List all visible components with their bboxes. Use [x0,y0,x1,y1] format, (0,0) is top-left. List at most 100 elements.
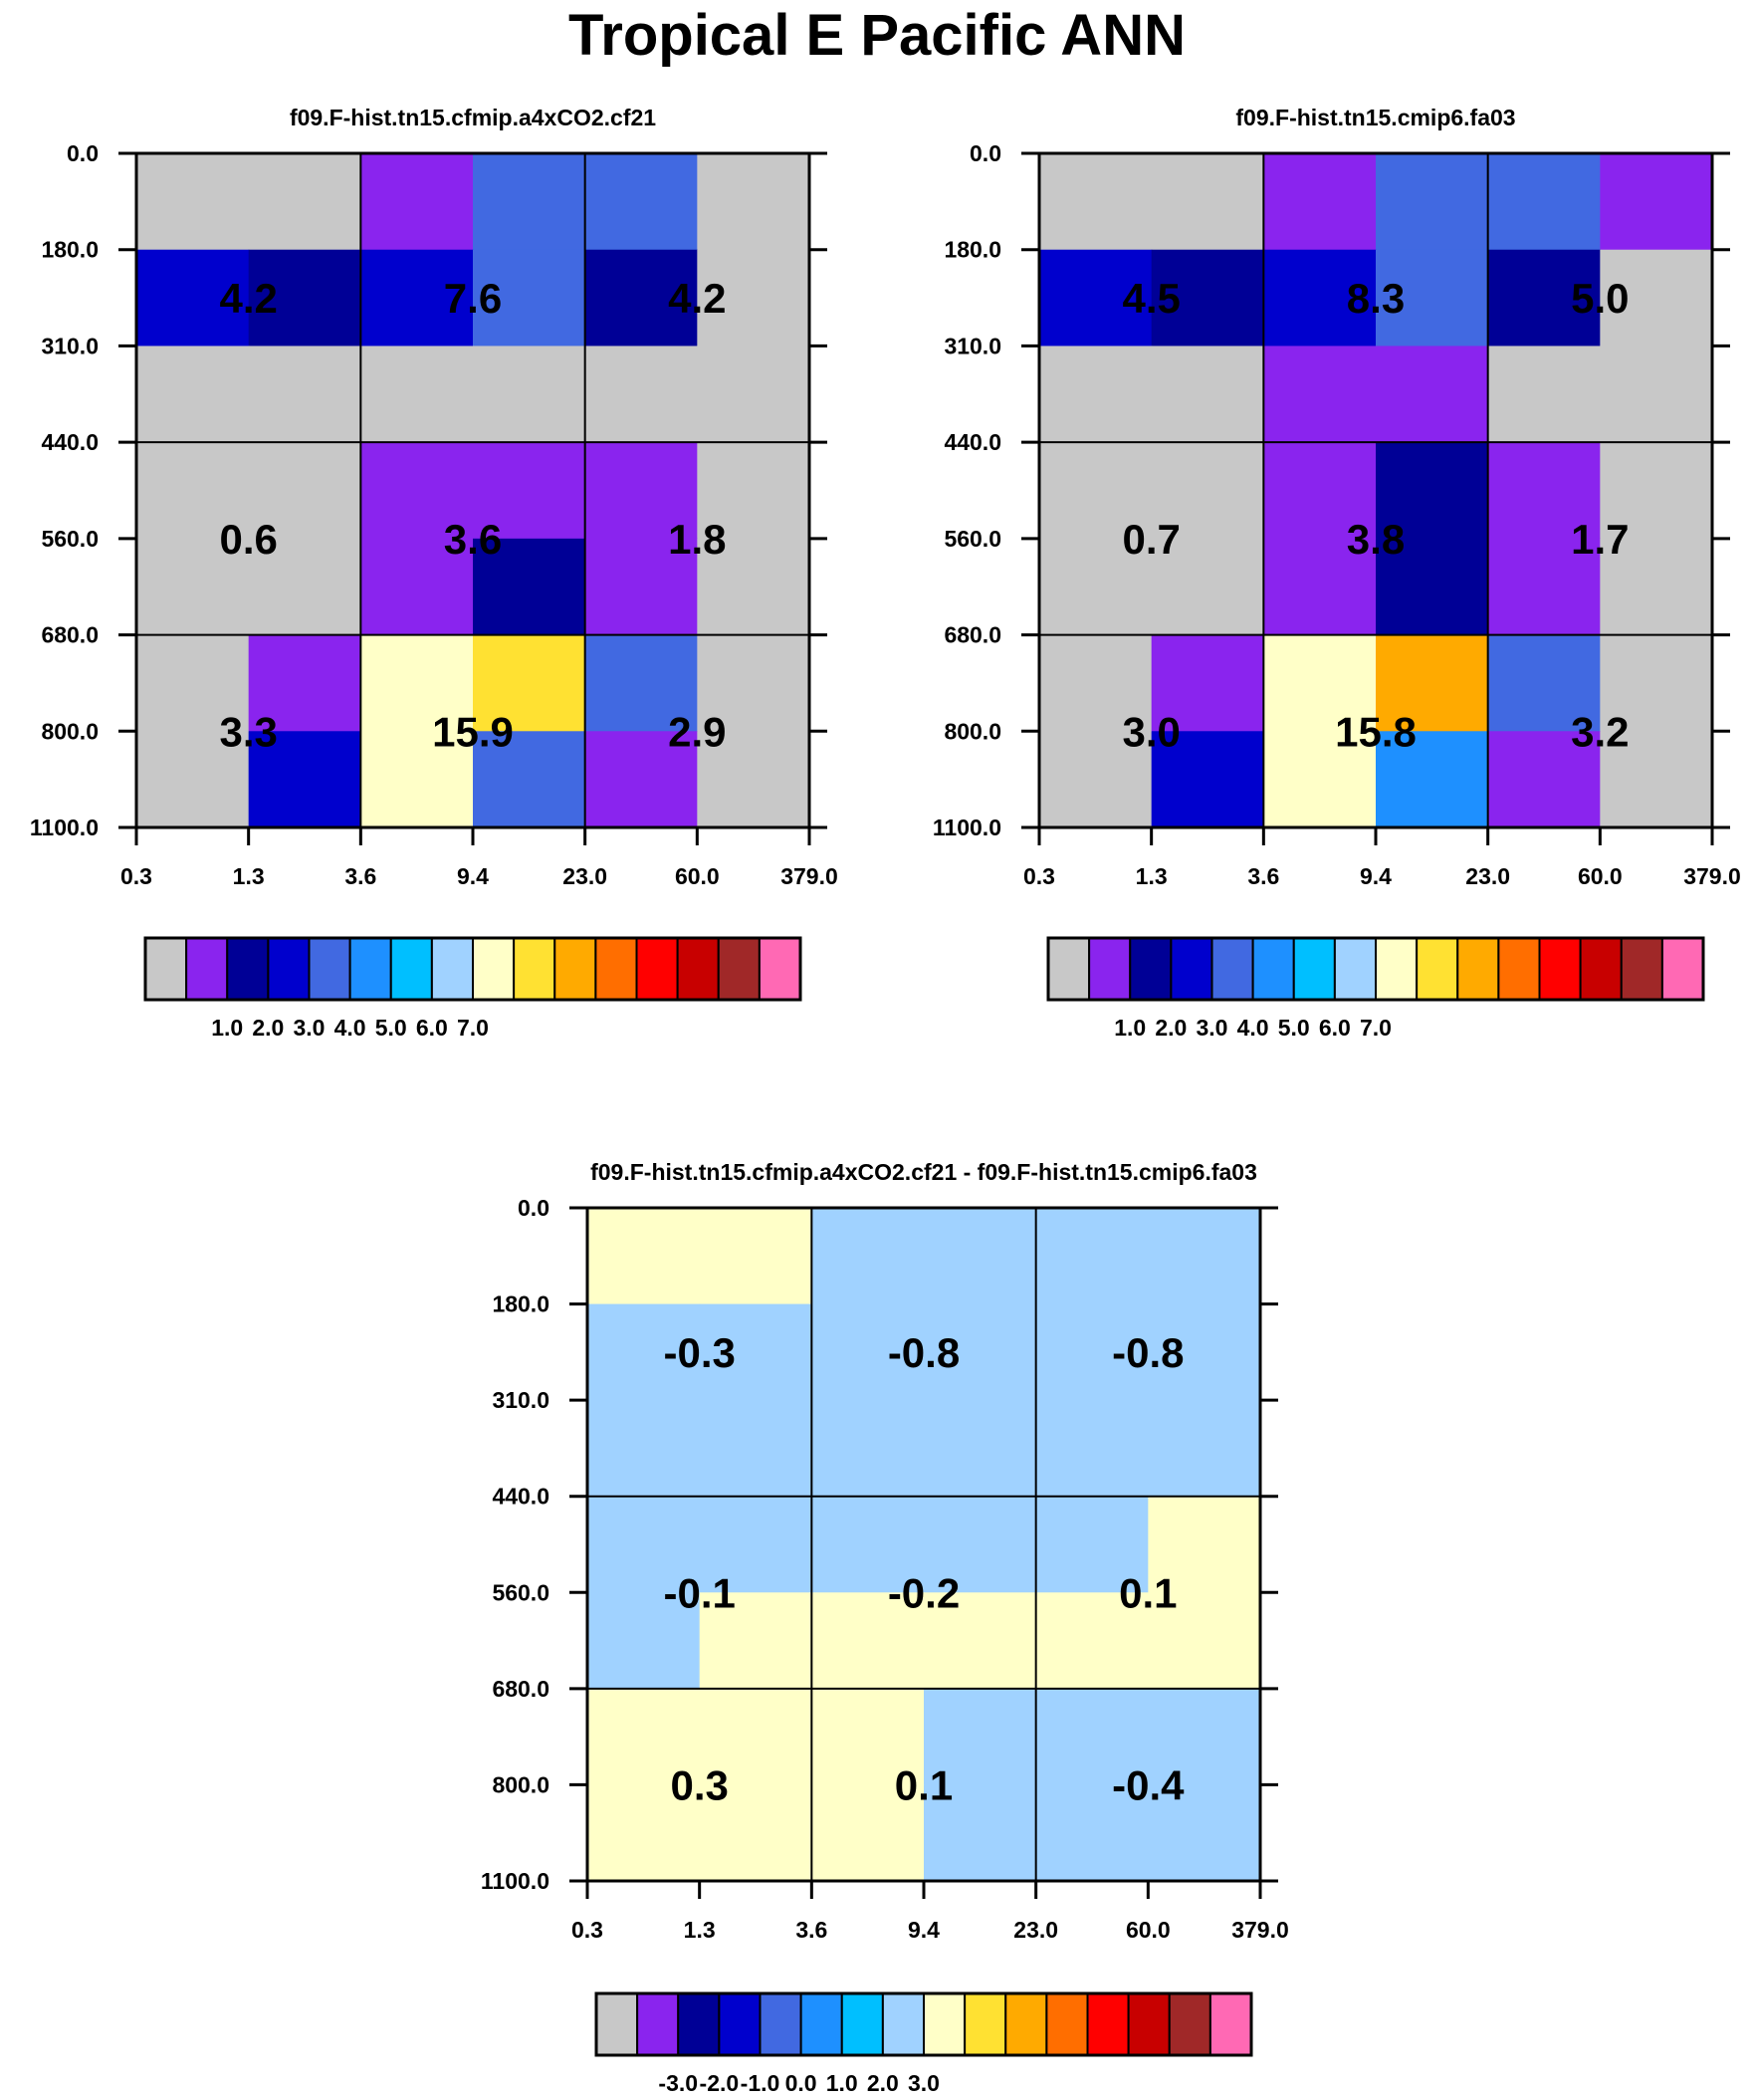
colorbar-box [472,937,516,1001]
colorbar-label: 1.0 [826,2070,858,2096]
colorbar-box [1538,937,1582,1001]
x-tick-label: 3.6 [795,1917,827,1943]
heatmap-cell [1487,153,1601,251]
colorbar-label: 1.0 [1114,1015,1146,1041]
heatmap-cell [584,153,698,251]
colorbar-box [1292,937,1336,1001]
colorbar-label: 1.0 [211,1015,243,1041]
colorbar-box [1047,937,1091,1001]
x-tick-label: 60.0 [1126,1917,1171,1943]
cell-value-label: 4.2 [219,275,277,322]
heatmap-cell [1263,153,1377,251]
colorbar-box [1088,937,1132,1001]
heatmap-cell [1376,538,1489,636]
colorbar-box [1375,937,1419,1001]
heatmap-cell [811,1400,925,1498]
cell-value-label: 3.8 [1347,516,1405,563]
heatmap-cell [1039,634,1153,732]
colorbar-label: 2.0 [867,2070,899,2096]
colorbar-box [1170,937,1213,1001]
colorbar-label: 6.0 [1319,1015,1351,1041]
heatmap-cell [1148,1496,1261,1593]
heatmap-cell [1035,1303,1149,1401]
cell-value-label: 0.6 [219,516,277,563]
heatmap-cell [1151,442,1264,540]
heatmap-cell [1376,731,1489,828]
x-tick-label: 23.0 [562,863,607,889]
heatmap-cell [473,538,586,636]
colorbar-box [840,1992,884,2056]
heatmap-cell [1263,634,1377,732]
colorbar-box [553,937,597,1001]
y-tick-label: 560.0 [492,1579,549,1605]
heatmap-cell [1376,249,1489,348]
colorbar-box [1416,937,1459,1001]
cell-value-label: 15.8 [1335,708,1417,755]
y-tick-label: 560.0 [944,526,1001,552]
y-tick-label: 180.0 [944,237,1001,263]
heatmap-cell [1035,1592,1149,1690]
colorbar-box [1579,937,1623,1001]
y-tick-label: 800.0 [41,718,99,744]
cell-value-label: 5.0 [1571,275,1629,322]
heatmap-cell [699,1592,812,1690]
heatmap-cell [473,153,586,251]
heatmap-cell [1600,153,1713,251]
y-tick-label: 310.0 [41,333,99,358]
colorbar-box [430,937,474,1001]
heatmap-cell [924,1303,1037,1401]
cell-value-label: -0.3 [663,1329,735,1376]
colorbar-box [1497,937,1541,1001]
heatmap-cell [1487,346,1601,443]
colorbar-box [676,937,720,1001]
heatmap-cell [1263,731,1377,828]
heatmap-cell [587,1592,701,1690]
colorbar-box [1127,1992,1171,2056]
colorbar-label: -3.0 [658,2070,698,2096]
heatmap-cell [924,1784,1037,1882]
colorbar-box [144,937,188,1001]
heatmap-cell [584,731,698,828]
heatmap-cell [248,538,361,636]
heatmap-cell [1263,346,1377,443]
heatmap-cell [136,634,250,732]
colorbar-box [1251,937,1295,1001]
heatmap-cell [699,1303,812,1401]
colorbar-box [513,937,556,1001]
chart-panel-3: f09.F-hist.tn15.cfmip.a4xCO2.cf21 - f09.… [481,1159,1289,2096]
y-tick-label: 800.0 [944,718,1001,744]
cell-value-label: 3.0 [1122,708,1180,755]
heatmap-cell [1376,442,1489,540]
heatmap-cell [360,153,474,251]
heatmap-cell [1263,538,1377,636]
colorbar-label: 6.0 [416,1015,448,1041]
colorbar-box [1086,1992,1130,2056]
heatmap-cell [697,249,810,348]
heatmap-cell [473,731,586,828]
y-tick-label: 680.0 [944,622,1001,648]
x-tick-label: 379.0 [1231,1917,1289,1943]
y-tick-label: 440.0 [944,429,1001,455]
heatmap-cell [1263,249,1377,348]
colorbar-box [1129,937,1173,1001]
colorbar-box [799,1992,843,2056]
heatmap-cell [1151,346,1264,443]
colorbar-label: 4.0 [334,1015,366,1041]
cell-value-label: 0.1 [895,1761,953,1808]
heatmap-cell [1039,249,1153,348]
x-tick-label: 9.4 [457,863,489,889]
heatmap-cell [924,1496,1037,1593]
heatmap-cell [587,1496,701,1593]
heatmap-cell [811,1784,925,1882]
heatmap-cell [1600,346,1713,443]
heatmap-cell [587,1784,701,1882]
colorbar-box [348,937,392,1001]
colorbar-label: -1.0 [741,2070,780,2096]
heatmap-cell [1376,346,1489,443]
heatmap-cell [136,731,250,828]
y-tick-label: 180.0 [41,237,99,263]
colorbar-box [1660,937,1704,1001]
y-tick-label: 0.0 [67,140,99,166]
heatmap-cell [924,1592,1037,1690]
colorbar-box [1620,937,1663,1001]
